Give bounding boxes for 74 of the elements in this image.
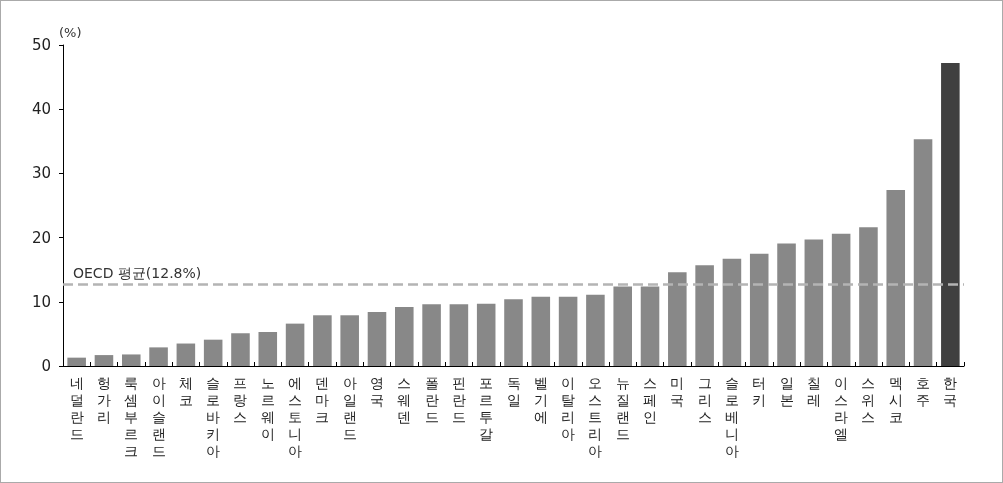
- bar: [231, 333, 250, 366]
- bar: [313, 315, 332, 366]
- bar: [913, 139, 933, 366]
- bar: [121, 354, 141, 366]
- x-tick-label: 헝가리: [96, 374, 111, 425]
- bar: [94, 355, 114, 366]
- x-tick-label: 칠레: [806, 374, 821, 408]
- y-tick-label: 10: [31, 292, 51, 311]
- x-tick-label: 벨기에: [533, 374, 548, 425]
- x-tick-label: 뉴질랜드: [615, 374, 630, 442]
- x-tick-label: 슬로베니아: [724, 374, 739, 459]
- x-tick-label: 프랑스: [233, 374, 248, 425]
- y-tick-label: 30: [31, 164, 51, 183]
- bar: [586, 294, 605, 366]
- x-tick-label: 체코: [178, 374, 193, 408]
- x-tick-label: 이스라엘: [834, 374, 849, 442]
- x-tick-label: 일본: [779, 374, 794, 408]
- x-tick-label: 스웨덴: [397, 374, 412, 425]
- x-tick-label: 호주: [916, 374, 931, 408]
- x-tick-label: 폴란드: [424, 374, 439, 425]
- bar: [640, 286, 660, 366]
- bar: [285, 323, 305, 366]
- x-tick-label: 영국: [369, 374, 384, 408]
- y-tick-label: 0: [41, 357, 51, 375]
- x-tick-label: 한국: [943, 374, 958, 408]
- x-tick-label: 이탈리아: [561, 374, 576, 442]
- bar: [668, 272, 687, 366]
- x-tick-label: 미국: [670, 374, 685, 408]
- bar: [67, 357, 86, 366]
- x-tick-label: 아이슬랜드: [151, 374, 166, 459]
- bar: [722, 258, 742, 366]
- y-axis-title: (%): [59, 25, 82, 40]
- x-tick-label: 슬로바키아: [206, 374, 221, 459]
- bar: [395, 306, 414, 366]
- bar: [695, 265, 714, 366]
- x-tick-label: 터키: [752, 374, 767, 408]
- x-tick-label: 덴마크: [315, 374, 330, 425]
- x-tick-label: 아일랜드: [342, 374, 357, 442]
- x-tick-label: 독일: [506, 374, 521, 408]
- bar: [859, 227, 878, 366]
- bar: [558, 296, 578, 366]
- x-tick-label: 스위스: [861, 374, 876, 425]
- bar: [476, 303, 496, 366]
- y-tick-label: 50: [31, 36, 51, 54]
- x-tick-label: 오스트리아: [588, 374, 603, 459]
- y-tick-label: 20: [31, 228, 51, 247]
- bar: [504, 299, 523, 366]
- x-tick-label: 포르투갈: [479, 374, 494, 442]
- bar: [176, 343, 196, 366]
- x-tick-label: 에스토니아: [288, 374, 303, 459]
- bar: [777, 243, 796, 366]
- bar: [941, 62, 960, 366]
- bar: [886, 190, 906, 366]
- x-tick-label: 그리스: [697, 374, 712, 425]
- x-tick-label: 룩셈부르크: [124, 374, 139, 459]
- y-tick-label: 40: [31, 100, 51, 119]
- x-tick-label: 스페인: [643, 374, 658, 425]
- x-tick-label: 핀란드: [451, 374, 466, 425]
- bar: [804, 239, 824, 366]
- bar: [203, 339, 223, 366]
- bar: [422, 304, 441, 366]
- x-tick-label: 네덜란드: [69, 374, 84, 442]
- bar: [340, 315, 359, 366]
- bar: [831, 233, 851, 366]
- x-tick-label: 멕시코: [888, 374, 903, 425]
- bar: [149, 347, 168, 366]
- bar: [613, 286, 632, 366]
- bar: [531, 296, 551, 366]
- bar: [258, 331, 278, 366]
- bar: [449, 304, 469, 366]
- x-tick-label: 노르웨이: [260, 374, 275, 442]
- bar: [367, 312, 387, 366]
- bar: [749, 253, 769, 366]
- ref-line-label: OECD 평균(12.8%): [73, 264, 202, 281]
